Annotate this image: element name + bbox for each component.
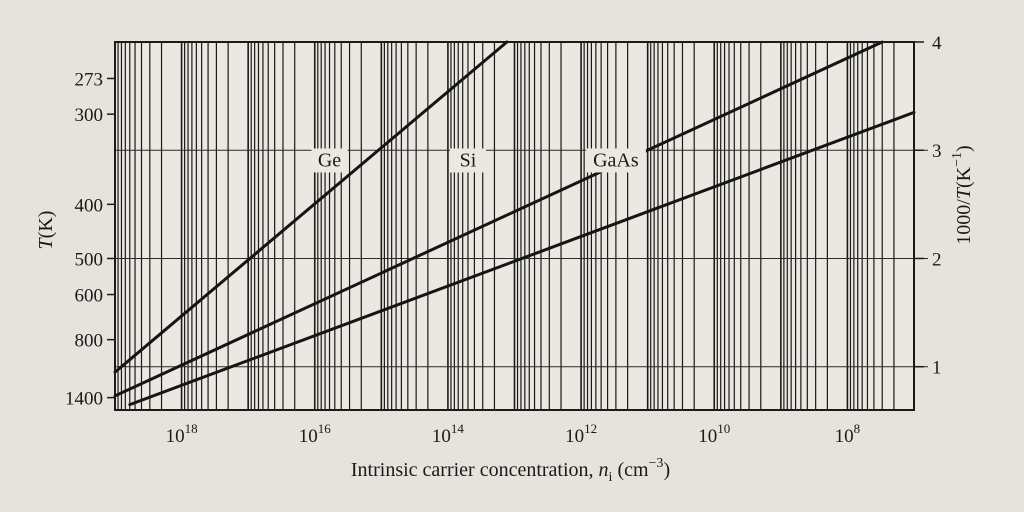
y-left-tick-label: 273	[75, 69, 104, 90]
y-right-tick-label: 4	[932, 33, 942, 54]
y-right-tick-label: 1	[932, 358, 942, 379]
series-label-si: Si	[460, 149, 477, 171]
series-label-bg	[311, 148, 348, 173]
axis-ticks	[107, 41, 924, 399]
series-line-gaas	[128, 110, 916, 407]
x-tick-label: 1010	[698, 421, 730, 447]
x-tick-label: 1018	[166, 421, 198, 447]
series-label-ge: Ge	[318, 149, 341, 171]
y-left-tick-label: 1400	[65, 389, 103, 410]
series-line-si	[113, 40, 884, 398]
y-right-tick-label: 2	[932, 249, 942, 270]
y-left-tick-label: 500	[75, 249, 104, 270]
x-axis-label: Intrinsic carrier concentration, ni (cm−…	[351, 456, 670, 485]
x-tick-label: 1014	[432, 421, 465, 447]
series-label-bg	[585, 148, 646, 173]
y-left-tick-label: 600	[75, 286, 104, 307]
vertical-gridlines	[114, 42, 915, 410]
chart-labels: 1018 1016 1014 1012 1010 108 273 300 400 500 600 80…	[35, 33, 975, 485]
y-left-tick-label: 300	[75, 105, 104, 126]
series-line-ge	[113, 40, 509, 374]
x-tick-label: 108	[835, 421, 861, 447]
x-tick-label: 1012	[565, 421, 597, 447]
x-tick-label: 1016	[299, 421, 332, 447]
y-left-axis-label: T(K)	[35, 211, 57, 250]
plot-frame	[114, 41, 915, 411]
y-left-tick-label: 800	[75, 331, 104, 352]
y-right-axis-label: 1000/T(K−1)	[950, 145, 975, 244]
y-left-tick-label: 400	[75, 195, 104, 216]
series-label-bg	[449, 148, 486, 173]
series-lines	[113, 40, 916, 407]
series-label-gaas: GaAs	[593, 149, 639, 171]
y-right-tick-label: 3	[932, 141, 942, 162]
